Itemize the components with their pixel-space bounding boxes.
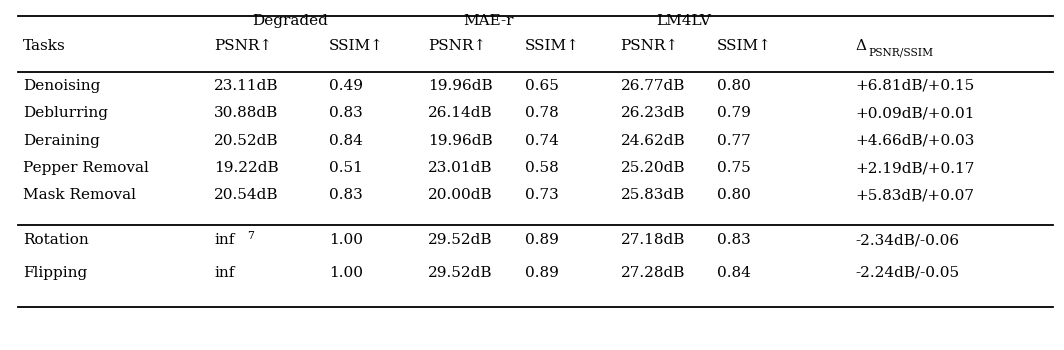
Text: inf: inf: [214, 233, 234, 247]
Text: 0.58: 0.58: [525, 161, 559, 175]
Text: 24.62dB: 24.62dB: [620, 134, 685, 148]
Text: Deraining: Deraining: [23, 134, 100, 148]
Text: 23.01dB: 23.01dB: [428, 161, 493, 175]
Text: 0.83: 0.83: [329, 188, 363, 202]
Text: Rotation: Rotation: [23, 233, 89, 247]
Text: 1.00: 1.00: [329, 233, 363, 247]
Text: 26.77dB: 26.77dB: [620, 79, 685, 93]
Text: Pepper Removal: Pepper Removal: [23, 161, 149, 175]
Text: 0.74: 0.74: [525, 134, 559, 148]
Text: 0.77: 0.77: [716, 134, 750, 148]
Text: 20.54dB: 20.54dB: [214, 188, 279, 202]
Text: 30.88dB: 30.88dB: [214, 106, 278, 120]
Text: PSNR/SSIM: PSNR/SSIM: [869, 47, 934, 57]
Text: Tasks: Tasks: [23, 39, 66, 53]
Text: 26.14dB: 26.14dB: [428, 106, 493, 120]
Text: 0.73: 0.73: [525, 188, 559, 202]
Text: Mask Removal: Mask Removal: [23, 188, 136, 202]
Text: 1.00: 1.00: [329, 266, 363, 280]
Text: 27.18dB: 27.18dB: [620, 233, 685, 247]
Text: PSNR↑: PSNR↑: [428, 39, 486, 53]
Text: LM4LV: LM4LV: [655, 14, 711, 28]
Text: Flipping: Flipping: [23, 266, 87, 280]
Text: 0.84: 0.84: [716, 266, 750, 280]
Text: 0.75: 0.75: [716, 161, 750, 175]
Text: +2.19dB/+0.17: +2.19dB/+0.17: [855, 161, 975, 175]
Text: 0.89: 0.89: [525, 233, 559, 247]
Text: SSIM↑: SSIM↑: [525, 39, 580, 53]
Text: 20.00dB: 20.00dB: [428, 188, 493, 202]
Text: 29.52dB: 29.52dB: [428, 233, 493, 247]
Text: Δ: Δ: [855, 39, 866, 53]
Text: 0.49: 0.49: [329, 79, 363, 93]
Text: Degraded: Degraded: [252, 14, 328, 28]
Text: SSIM↑: SSIM↑: [716, 39, 771, 53]
Text: 0.83: 0.83: [329, 106, 363, 120]
Text: SSIM↑: SSIM↑: [329, 39, 383, 53]
Text: 19.96dB: 19.96dB: [428, 79, 493, 93]
Text: 0.79: 0.79: [716, 106, 750, 120]
Text: 0.84: 0.84: [329, 134, 363, 148]
Text: 23.11dB: 23.11dB: [214, 79, 279, 93]
Text: 0.80: 0.80: [716, 79, 750, 93]
Text: 0.51: 0.51: [329, 161, 363, 175]
Text: 27.28dB: 27.28dB: [620, 266, 685, 280]
Text: 26.23dB: 26.23dB: [620, 106, 685, 120]
Text: 19.96dB: 19.96dB: [428, 134, 493, 148]
Text: +6.81dB/+0.15: +6.81dB/+0.15: [855, 79, 975, 93]
Text: 19.22dB: 19.22dB: [214, 161, 279, 175]
Text: 0.65: 0.65: [525, 79, 559, 93]
Text: 0.83: 0.83: [716, 233, 750, 247]
Text: +0.09dB/+0.01: +0.09dB/+0.01: [855, 106, 975, 120]
Text: 25.20dB: 25.20dB: [620, 161, 685, 175]
Text: 0.89: 0.89: [525, 266, 559, 280]
Text: PSNR↑: PSNR↑: [620, 39, 679, 53]
Text: 0.80: 0.80: [716, 188, 750, 202]
Text: 0.78: 0.78: [525, 106, 559, 120]
Text: Denoising: Denoising: [23, 79, 100, 93]
Text: 29.52dB: 29.52dB: [428, 266, 493, 280]
Text: inf: inf: [214, 266, 234, 280]
Text: 25.83dB: 25.83dB: [620, 188, 685, 202]
Text: MAE-r: MAE-r: [463, 14, 514, 28]
Text: PSNR↑: PSNR↑: [214, 39, 272, 53]
Text: +4.66dB/+0.03: +4.66dB/+0.03: [855, 134, 975, 148]
Text: 20.52dB: 20.52dB: [214, 134, 279, 148]
Text: 7: 7: [247, 231, 254, 241]
Text: Deblurring: Deblurring: [23, 106, 109, 120]
Text: -2.34dB/-0.06: -2.34dB/-0.06: [855, 233, 960, 247]
Text: +5.83dB/+0.07: +5.83dB/+0.07: [855, 188, 975, 202]
Text: -2.24dB/-0.05: -2.24dB/-0.05: [855, 266, 960, 280]
